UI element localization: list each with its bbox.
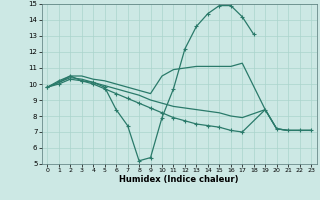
X-axis label: Humidex (Indice chaleur): Humidex (Indice chaleur): [119, 175, 239, 184]
